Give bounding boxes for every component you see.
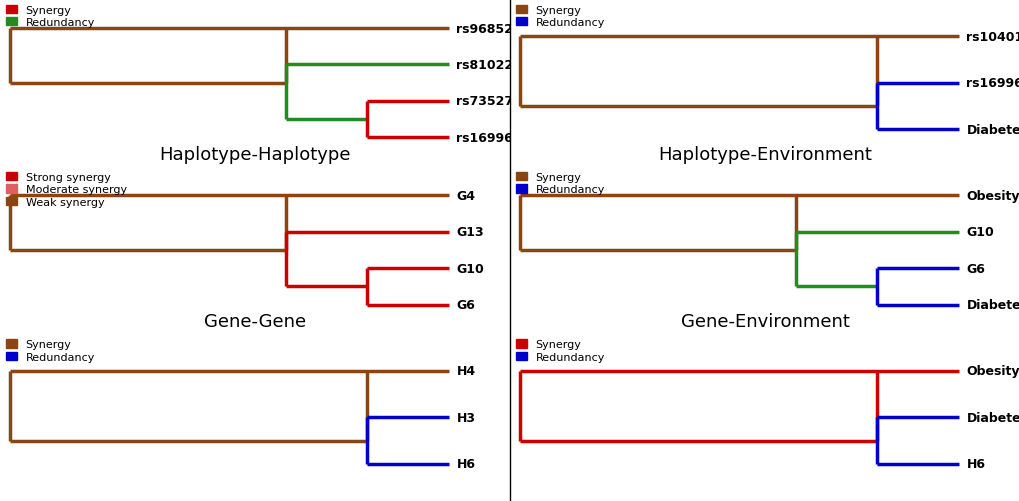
Text: rs735273: rs735273 xyxy=(457,95,522,108)
Text: Diabetes: Diabetes xyxy=(966,299,1019,312)
Text: Weak  interactions: Weak interactions xyxy=(10,192,114,202)
Legend: Synergy, Redundancy: Synergy, Redundancy xyxy=(3,337,97,364)
Text: H3: H3 xyxy=(457,411,475,424)
Text: G4: G4 xyxy=(457,189,475,202)
Text: Strong  interactions: Strong interactions xyxy=(815,359,925,369)
Text: Gene-Gene: Gene-Gene xyxy=(204,313,306,331)
Text: Weak  interactions: Weak interactions xyxy=(520,192,624,202)
Legend: Synergy, Redundancy: Synergy, Redundancy xyxy=(513,170,606,197)
Text: G6: G6 xyxy=(966,262,984,275)
Text: G10: G10 xyxy=(966,226,994,239)
Text: Haplotype-Haplotype: Haplotype-Haplotype xyxy=(159,146,351,164)
Text: Weak  interactions: Weak interactions xyxy=(10,359,114,369)
Text: Strong  interactions: Strong interactions xyxy=(306,359,416,369)
Text: rs10401969: rs10401969 xyxy=(966,31,1019,44)
Legend: Synergy, Redundancy: Synergy, Redundancy xyxy=(513,4,606,30)
Text: rs16996148: rs16996148 xyxy=(457,131,539,144)
Text: G6: G6 xyxy=(457,299,475,312)
Text: Strong  interactions: Strong interactions xyxy=(815,192,925,202)
Text: Gene-Environment: Gene-Environment xyxy=(680,313,849,331)
Text: G10: G10 xyxy=(457,262,484,275)
Text: G13: G13 xyxy=(457,226,484,239)
Text: Diabetes: Diabetes xyxy=(966,123,1019,136)
Legend: Synergy, Redundancy: Synergy, Redundancy xyxy=(3,4,97,30)
Legend: Synergy, Redundancy: Synergy, Redundancy xyxy=(513,337,606,364)
Text: Strong  interactions: Strong interactions xyxy=(306,192,416,202)
Text: Haplotype-Environment: Haplotype-Environment xyxy=(657,146,871,164)
Text: Weak  interactions: Weak interactions xyxy=(520,359,624,369)
Text: H6: H6 xyxy=(457,457,475,470)
Text: Obesity: Obesity xyxy=(966,365,1019,378)
Text: H6: H6 xyxy=(966,457,984,470)
Text: Diabetes: Diabetes xyxy=(966,411,1019,424)
Text: rs968525: rs968525 xyxy=(457,23,522,36)
Legend: Strong synergy, Moderate synergy, Weak synergy: Strong synergy, Moderate synergy, Weak s… xyxy=(3,170,128,209)
Text: rs8102280: rs8102280 xyxy=(457,59,531,72)
Text: Obesity: Obesity xyxy=(966,189,1019,202)
Text: H4: H4 xyxy=(457,365,475,378)
Text: rs16996148: rs16996148 xyxy=(966,77,1019,90)
